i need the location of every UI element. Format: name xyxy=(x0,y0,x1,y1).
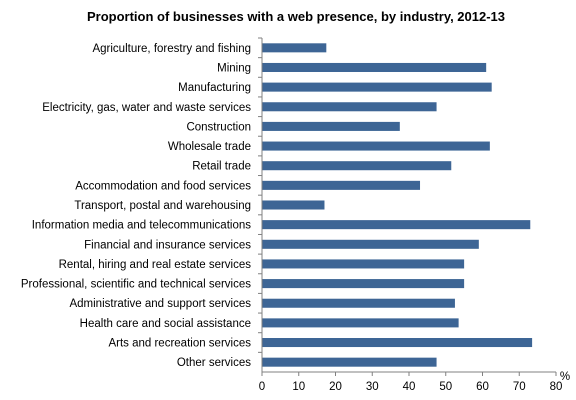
bar xyxy=(262,239,479,249)
category-label: Electricity, gas, water and waste servic… xyxy=(42,102,251,114)
bar xyxy=(262,338,533,348)
bar xyxy=(262,82,492,92)
category-label: Professional, scientific and technical s… xyxy=(21,279,251,291)
x-tick-label: 30 xyxy=(366,381,379,393)
category-labels: Agriculture, forestry and fishing Mining M… xyxy=(21,37,262,369)
bar xyxy=(262,357,437,367)
x-tick-label: 20 xyxy=(329,381,342,393)
bar xyxy=(262,259,465,269)
category-label: Financial and insurance services xyxy=(84,239,251,251)
category-label: Rental, hiring and real estate services xyxy=(59,259,252,271)
x-axis-ticks: 0 10 20 30 40 50 60 70 80 xyxy=(259,372,563,393)
category-label: Mining xyxy=(217,62,251,74)
x-tick-label: 40 xyxy=(403,381,416,393)
category-label: Wholesale trade xyxy=(168,141,251,153)
bar xyxy=(262,121,400,131)
bar xyxy=(262,200,325,210)
x-tick-label: 80 xyxy=(550,381,563,393)
bar xyxy=(262,141,490,151)
category-label: Health care and social assistance xyxy=(80,318,251,330)
x-tick-label: 10 xyxy=(292,381,305,393)
bar xyxy=(262,62,487,72)
bar xyxy=(262,298,455,308)
bar xyxy=(262,220,531,230)
x-tick-label: 0 xyxy=(259,381,265,393)
bar xyxy=(262,43,327,53)
category-label: Construction xyxy=(186,121,251,133)
x-tick-label: 70 xyxy=(513,381,526,393)
category-label: Manufacturing xyxy=(178,82,251,94)
bar xyxy=(262,161,452,171)
x-tick-label: 60 xyxy=(476,381,489,393)
category-label: Transport, postal and warehousing xyxy=(74,200,251,212)
category-label: Arts and recreation services xyxy=(108,338,251,350)
category-label: Other services xyxy=(177,357,251,369)
category-label: Information media and telecommunications xyxy=(32,220,252,232)
plot-area xyxy=(262,43,533,367)
category-label: Agriculture, forestry and fishing xyxy=(92,43,251,55)
x-tick-label: 50 xyxy=(439,381,452,393)
bar xyxy=(262,102,437,112)
x-axis-unit-label: % xyxy=(560,371,570,383)
chart-title: Proportion of businesses with a web pres… xyxy=(87,9,505,24)
bar xyxy=(262,318,459,328)
bar xyxy=(262,180,421,190)
bar xyxy=(262,279,465,289)
category-label: Retail trade xyxy=(192,161,251,173)
category-label: Accommodation and food services xyxy=(75,180,251,192)
category-label: Administrative and support services xyxy=(69,298,251,310)
